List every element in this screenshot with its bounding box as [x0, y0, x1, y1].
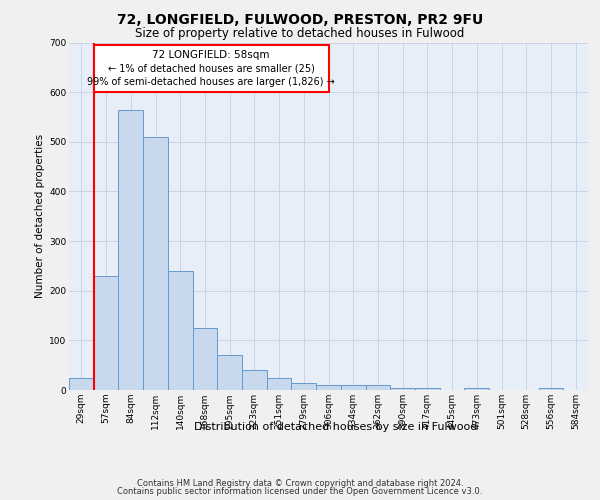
- Text: 72 LONGFIELD: 58sqm: 72 LONGFIELD: 58sqm: [152, 50, 270, 60]
- Bar: [292, 382, 316, 390]
- Bar: [365, 385, 390, 390]
- Bar: [415, 388, 440, 390]
- Text: 99% of semi-detached houses are larger (1,826) →: 99% of semi-detached houses are larger (…: [87, 77, 335, 87]
- Bar: [69, 378, 94, 390]
- Bar: [242, 370, 267, 390]
- Bar: [168, 271, 193, 390]
- Text: ← 1% of detached houses are smaller (25): ← 1% of detached houses are smaller (25): [107, 64, 314, 74]
- Bar: [118, 110, 143, 390]
- Bar: [94, 45, 329, 92]
- Bar: [217, 355, 242, 390]
- Text: 72, LONGFIELD, FULWOOD, PRESTON, PR2 9FU: 72, LONGFIELD, FULWOOD, PRESTON, PR2 9FU: [117, 12, 483, 26]
- Bar: [539, 388, 563, 390]
- Bar: [143, 137, 168, 390]
- Bar: [316, 385, 341, 390]
- Text: Size of property relative to detached houses in Fulwood: Size of property relative to detached ho…: [136, 28, 464, 40]
- Y-axis label: Number of detached properties: Number of detached properties: [35, 134, 45, 298]
- Text: Contains HM Land Registry data © Crown copyright and database right 2024.: Contains HM Land Registry data © Crown c…: [137, 478, 463, 488]
- Bar: [390, 388, 415, 390]
- Bar: [464, 388, 489, 390]
- Bar: [94, 276, 118, 390]
- Text: Contains public sector information licensed under the Open Government Licence v3: Contains public sector information licen…: [118, 487, 482, 496]
- Text: Distribution of detached houses by size in Fulwood: Distribution of detached houses by size …: [194, 422, 478, 432]
- Bar: [193, 328, 217, 390]
- Bar: [267, 378, 292, 390]
- Bar: [341, 385, 365, 390]
